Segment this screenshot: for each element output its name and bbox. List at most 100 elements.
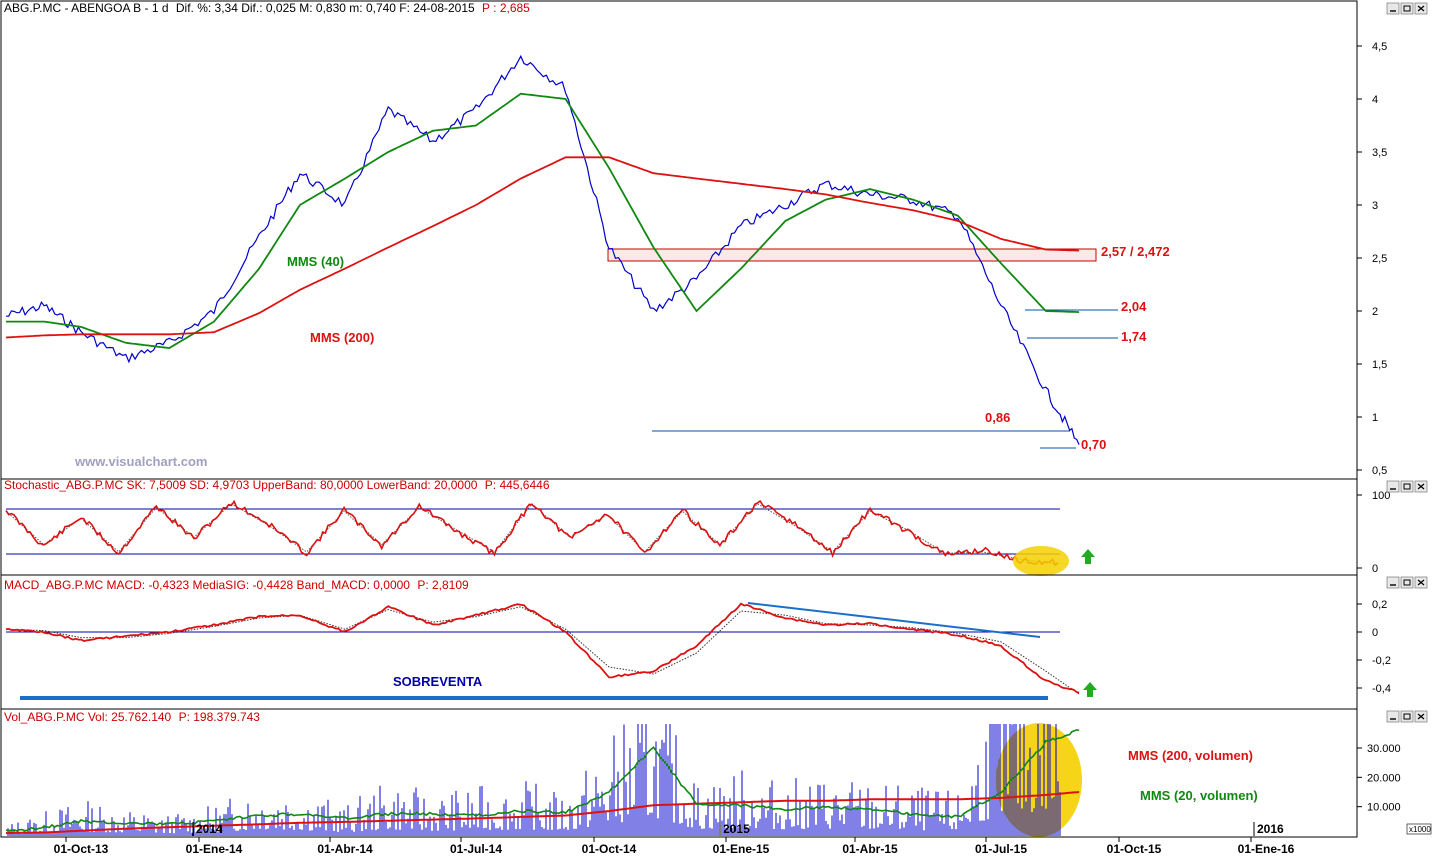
price-y-tick-label: 4,5 bbox=[1372, 41, 1387, 53]
stochastic-series-sk bbox=[5, 499, 1059, 567]
window-button-box bbox=[1386, 480, 1400, 493]
label-vol-mms20: MMS (20, volumen) bbox=[1140, 788, 1258, 803]
price-header-symbol: ABG.P.MC - ABENGOA B - 1 d bbox=[4, 1, 169, 15]
macd-y-tick-label: -0,4 bbox=[1372, 683, 1391, 695]
volume-bars bbox=[7, 724, 1061, 836]
price-series-mms-40- bbox=[6, 92, 1080, 350]
price-header: ABG.P.MC - ABENGOA B - 1 d Dif. %: 3,34 … bbox=[4, 1, 530, 15]
x-tick-label: 01-Ene-16 bbox=[1238, 842, 1295, 856]
macd-y-tick-label: 0,2 bbox=[1372, 599, 1387, 611]
panel-window-controls bbox=[1386, 2, 1428, 723]
volume-lines bbox=[5, 729, 1080, 835]
volume-unit: x1000 bbox=[1409, 825, 1431, 834]
arrow-up-icon bbox=[1081, 549, 1095, 564]
window-button-box bbox=[1400, 710, 1414, 723]
price-panel-border bbox=[0, 0, 1358, 480]
macd-panel-border bbox=[0, 574, 1358, 710]
price-header-stats: Dif. %: 3,34 Dif.: 0,025 M: 0,830 m: 0,7… bbox=[176, 1, 475, 15]
macd-panel: MACD_ABG.P.MC MACD: -0,4323 MediaSIG: -0… bbox=[0, 574, 1391, 710]
x-tick-label: 01-Oct-13 bbox=[54, 842, 109, 856]
price-y-axis: 4,5 4 3,5 3 2,5 2 1,5 1 0,5 bbox=[1357, 41, 1387, 477]
label-level-070: 0,70 bbox=[1081, 437, 1106, 452]
year-mark-2014: 2014 bbox=[196, 822, 223, 836]
window-button-glyph bbox=[1403, 579, 1411, 586]
stochastic-header-p: P: 445,6446 bbox=[485, 478, 550, 492]
x-tick-label: 01-Ene-14 bbox=[186, 842, 243, 856]
maximize-icon[interactable] bbox=[1400, 480, 1414, 493]
minimize-icon[interactable] bbox=[1386, 480, 1400, 493]
macd-y-tick-label: -0,2 bbox=[1372, 655, 1391, 667]
x-tick-label: 01-Ene-15 bbox=[713, 842, 770, 856]
price-y-tick-label: 3,5 bbox=[1372, 147, 1387, 159]
volume-y-axis: 30.000 20.000 10.000 bbox=[1357, 743, 1401, 814]
price-y-tick-label: 2 bbox=[1372, 306, 1378, 318]
window-button-glyph bbox=[1417, 713, 1425, 720]
maximize-icon[interactable] bbox=[1400, 576, 1414, 589]
stochastic-y-axis: 100 0 bbox=[1357, 490, 1390, 575]
volume-series-mms200 bbox=[5, 791, 1080, 835]
stochastic-highlight-ellipse bbox=[1013, 546, 1069, 576]
price-y-tick-label: 3 bbox=[1372, 200, 1378, 212]
price-y-tick-label: 0,5 bbox=[1372, 465, 1387, 477]
macd-header: MACD_ABG.P.MC MACD: -0,4323 MediaSIG: -0… bbox=[4, 578, 469, 592]
stochastic-header: Stochastic_ABG.P.MC SK: 7,5009 SD: 4,970… bbox=[4, 478, 550, 492]
window-button-box bbox=[1400, 480, 1414, 493]
window-button-box bbox=[1400, 576, 1414, 589]
x-axis: 01-Oct-13 01-Ene-14 01-Abr-14 01-Jul-14 01-O… bbox=[1, 836, 1357, 856]
label-level-174: 1,74 bbox=[1121, 329, 1147, 344]
stochastic-series-sd bbox=[5, 503, 1059, 565]
volume-y-tick-label: 30.000 bbox=[1367, 743, 1401, 755]
watermark: www.visualchart.com bbox=[74, 454, 207, 469]
stochastic-header-text: Stochastic_ABG.P.MC SK: 7,5009 SD: 4,970… bbox=[4, 478, 478, 492]
x-tick-label: 01-Oct-15 bbox=[1107, 842, 1162, 856]
resistance-zone bbox=[607, 248, 1097, 262]
volume-highlight-ellipse bbox=[996, 723, 1082, 837]
volume-series-mms20 bbox=[5, 729, 1080, 832]
arrow-up-icon bbox=[1083, 682, 1097, 697]
close-icon[interactable] bbox=[1414, 576, 1428, 589]
label-mms200: MMS (200) bbox=[310, 330, 374, 345]
macd-header-text: MACD_ABG.P.MC MACD: -0,4323 MediaSIG: -0… bbox=[4, 578, 410, 592]
close-icon[interactable] bbox=[1414, 710, 1428, 723]
minimize-icon[interactable] bbox=[1386, 710, 1400, 723]
x-tick-label: 01-Oct-14 bbox=[582, 842, 637, 856]
label-mms40: MMS (40) bbox=[287, 254, 344, 269]
volume-y-tick-label: 10.000 bbox=[1367, 802, 1401, 814]
close-icon[interactable] bbox=[1414, 480, 1428, 493]
label-level-204: 2,04 bbox=[1121, 299, 1147, 314]
price-y-tick-label: 1,5 bbox=[1372, 359, 1387, 371]
label-sobreventa: SOBREVENTA bbox=[393, 674, 483, 689]
volume-header: Vol_ABG.P.MC Vol: 25.762.140 P: 198.379.… bbox=[4, 710, 260, 724]
close-icon[interactable] bbox=[1414, 2, 1428, 15]
x-tick-label: 01-Abr-14 bbox=[317, 842, 373, 856]
x-tick-label: 01-Jul-14 bbox=[450, 842, 502, 856]
window-button-box bbox=[1386, 2, 1400, 15]
macd-series-macd bbox=[5, 602, 1080, 694]
price-panel: ABG.P.MC - ABENGOA B - 1 d Dif. %: 3,34 … bbox=[0, 0, 1387, 480]
maximize-icon[interactable] bbox=[1400, 710, 1414, 723]
x-tick-label: 01-Jul-15 bbox=[975, 842, 1027, 856]
x-tick-label: 01-Abr-15 bbox=[842, 842, 898, 856]
volume-unit-box bbox=[1406, 823, 1432, 835]
year-mark-2015: 2015 bbox=[723, 822, 750, 836]
price-lines bbox=[5, 54, 1080, 445]
label-resistance: 2,57 / 2,472 bbox=[1101, 244, 1170, 259]
year-mark-2016: 2016 bbox=[1257, 822, 1284, 836]
window-button-glyph bbox=[1417, 579, 1425, 586]
label-level-086: 0,86 bbox=[985, 410, 1010, 425]
window-button-box bbox=[1386, 576, 1400, 589]
maximize-icon[interactable] bbox=[1400, 2, 1414, 15]
price-y-tick-label: 2,5 bbox=[1372, 253, 1387, 265]
minimize-icon[interactable] bbox=[1386, 2, 1400, 15]
stochastic-y-tick-label: 0 bbox=[1372, 563, 1378, 575]
minimize-icon[interactable] bbox=[1386, 576, 1400, 589]
price-y-tick-label: 1 bbox=[1372, 412, 1378, 424]
volume-panel: Vol_ABG.P.MC Vol: 25.762.140 P: 198.379.… bbox=[0, 708, 1432, 838]
price-series-abg-p-mc bbox=[6, 54, 1080, 445]
window-button-glyph bbox=[1403, 713, 1411, 720]
macd-lines bbox=[5, 602, 1080, 695]
price-series-mms-200- bbox=[5, 156, 1080, 339]
macd-header-p: P: 2,8109 bbox=[417, 578, 469, 592]
window-button-glyph bbox=[1417, 5, 1425, 12]
